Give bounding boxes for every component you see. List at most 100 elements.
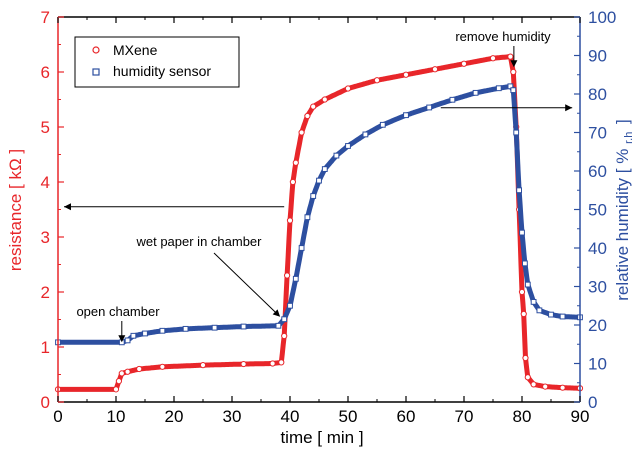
legend: MXene humidity sensor bbox=[74, 36, 240, 88]
data-point bbox=[460, 60, 468, 67]
data-point bbox=[292, 159, 299, 166]
y-right-tick-label: 0 bbox=[588, 393, 597, 412]
x-tick-label: 30 bbox=[223, 407, 242, 426]
data-point bbox=[536, 307, 543, 314]
y-right-tick-label: 90 bbox=[588, 47, 607, 66]
data-point bbox=[281, 316, 288, 323]
data-point bbox=[403, 112, 409, 119]
y-left-tick-label: 5 bbox=[41, 118, 50, 137]
data-point bbox=[520, 310, 527, 318]
data-point bbox=[115, 378, 123, 385]
data-point bbox=[136, 365, 143, 373]
data-point bbox=[278, 359, 285, 366]
data-point bbox=[159, 327, 166, 334]
x-tick-label: 50 bbox=[339, 407, 358, 426]
annotation-label: wet paper in chamber bbox=[135, 234, 262, 249]
annotation-label: remove humidity bbox=[455, 29, 551, 44]
data-point bbox=[211, 324, 218, 331]
y-right-tick-label: 10 bbox=[588, 355, 607, 374]
data-point bbox=[518, 288, 526, 296]
data-point bbox=[298, 129, 305, 136]
x-tick-label: 10 bbox=[107, 407, 126, 426]
data-point bbox=[519, 229, 525, 236]
data-point bbox=[142, 330, 148, 337]
y-left-tick-label: 3 bbox=[41, 228, 50, 247]
data-point bbox=[495, 85, 502, 92]
y-right-tick-label: 70 bbox=[588, 124, 607, 143]
data-point bbox=[118, 370, 125, 377]
axis-arrow-head-left bbox=[64, 203, 71, 211]
data-point bbox=[344, 85, 352, 92]
x-tick-label: 40 bbox=[281, 407, 300, 426]
y-left-axis-title: resistance [ kΩ ] bbox=[6, 149, 25, 271]
data-point bbox=[124, 368, 131, 375]
data-point bbox=[513, 129, 520, 136]
data-point bbox=[510, 87, 517, 94]
data-point bbox=[292, 275, 299, 282]
data-point bbox=[287, 302, 293, 309]
data-point bbox=[559, 384, 566, 391]
annotation-arrow-line bbox=[213, 252, 277, 313]
y-right-tick-label: 20 bbox=[588, 316, 607, 335]
data-point bbox=[199, 362, 207, 369]
data-point bbox=[159, 363, 166, 370]
data-point bbox=[516, 187, 523, 194]
data-point bbox=[510, 68, 517, 76]
x-tick-label: 70 bbox=[455, 407, 474, 426]
data-point bbox=[269, 360, 276, 367]
data-point bbox=[310, 193, 317, 199]
y-left-tick-label: 2 bbox=[41, 283, 50, 302]
y-right-tick-label: 30 bbox=[588, 278, 607, 297]
data-point bbox=[321, 166, 328, 172]
annotation-arrow-head bbox=[118, 335, 126, 343]
data-point bbox=[362, 131, 369, 138]
y-right-axis-title: relative humidity [ % r.h ] bbox=[613, 119, 636, 301]
data-point bbox=[431, 66, 439, 73]
data-point bbox=[304, 112, 311, 120]
data-point bbox=[298, 245, 305, 251]
y-left-tick-label: 7 bbox=[41, 8, 50, 27]
data-point bbox=[281, 332, 288, 340]
data-point bbox=[130, 332, 137, 339]
data-point bbox=[530, 299, 537, 305]
y-right-axis-title-end: ] bbox=[613, 119, 632, 124]
data-point bbox=[275, 322, 282, 329]
legend-marker-humidity bbox=[92, 68, 100, 76]
data-point bbox=[472, 89, 479, 96]
y-left-tick-label: 1 bbox=[41, 338, 50, 357]
data-point bbox=[530, 381, 537, 388]
legend-marker-mxene bbox=[92, 46, 100, 54]
data-point bbox=[316, 177, 322, 184]
data-point bbox=[345, 143, 351, 149]
legend-box bbox=[74, 36, 240, 88]
x-tick-label: 0 bbox=[53, 407, 62, 426]
y-right-tick-label: 40 bbox=[588, 239, 607, 258]
data-point bbox=[310, 103, 317, 110]
data-point bbox=[524, 374, 531, 381]
y-right-tick-label: 100 bbox=[588, 8, 616, 27]
series-mxene bbox=[54, 53, 584, 393]
data-point bbox=[289, 178, 296, 186]
data-point bbox=[402, 71, 410, 78]
x-tick-label: 90 bbox=[571, 407, 590, 426]
data-point bbox=[373, 77, 381, 84]
data-point bbox=[522, 260, 528, 267]
legend-label-humidity: humidity sensor bbox=[113, 63, 211, 79]
data-point bbox=[240, 360, 247, 368]
ticks-layer: 0 10 20 30 40 50 60 70 80 90012345670102030405060… bbox=[41, 8, 617, 426]
y-right-tick-label: 60 bbox=[588, 162, 607, 181]
x-tick-label: 60 bbox=[397, 407, 416, 426]
y-left-tick-label: 0 bbox=[41, 393, 50, 412]
data-point bbox=[284, 272, 291, 279]
y-right-tick-label: 80 bbox=[588, 85, 607, 104]
annotation-arrow-head bbox=[510, 60, 518, 68]
x-tick-label: 20 bbox=[165, 407, 184, 426]
data-point bbox=[286, 217, 294, 224]
data-point bbox=[124, 337, 131, 344]
data-point bbox=[548, 311, 554, 318]
y-right-axis-title-sub: r.h bbox=[623, 132, 635, 144]
annotation-arrow-head bbox=[272, 309, 281, 317]
data-point bbox=[522, 354, 529, 362]
data-point bbox=[112, 386, 120, 393]
y-left-tick-label: 6 bbox=[41, 63, 50, 82]
